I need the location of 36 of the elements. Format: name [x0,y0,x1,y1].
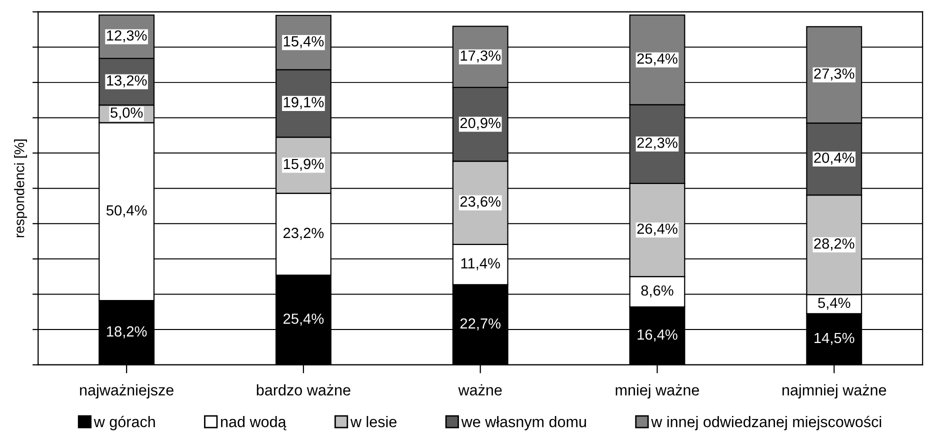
data-label: 11,4% [461,258,500,270]
data-label: 15,4% [284,36,324,48]
x-tick-label: najważniejsze [80,384,174,398]
y-axis-title: respondenci [%] [14,140,28,238]
data-label: 50,4% [106,205,147,218]
data-label: 16,4% [638,329,678,342]
x-tick-label: ważne [458,384,502,396]
legend-label: we własnym domu [461,416,586,430]
data-label: 19,1% [284,97,324,110]
legend-label: w górach [94,416,155,430]
data-label: 12,3% [107,30,147,42]
data-label: 27,3% [814,68,854,80]
data-label: 18,2% [107,326,147,338]
data-label: 20,9% [460,118,501,130]
legend-label: nad wodą [221,416,286,430]
data-label: 15,9% [284,158,324,171]
legend-label: w lesie [350,416,396,428]
legend-label: w innej odwiedzanej miejscowości [651,416,882,430]
data-label: 25,4% [284,314,324,326]
data-label: 23,2% [284,228,324,240]
data-label: 28,2% [814,238,854,250]
data-label: 17,3% [460,50,501,62]
data-label: 20,4% [814,152,854,165]
x-tick-label: mniej ważne [616,384,700,398]
x-tick-label: najmniej ważne [782,384,886,398]
data-label: 26,4% [637,224,678,236]
data-label: 13,2% [107,75,147,88]
data-label: 14,5% [814,332,854,345]
x-tick-label: bardzo ważne [256,384,350,396]
data-label: 23,6% [460,196,501,208]
data-label: 25,4% [637,53,678,66]
data-label: 5,4% [818,298,850,310]
data-label: 8,6% [641,285,674,298]
data-label: 22,3% [637,138,678,150]
data-label: 22,7% [460,318,501,330]
data-label: 5,0% [110,107,143,120]
